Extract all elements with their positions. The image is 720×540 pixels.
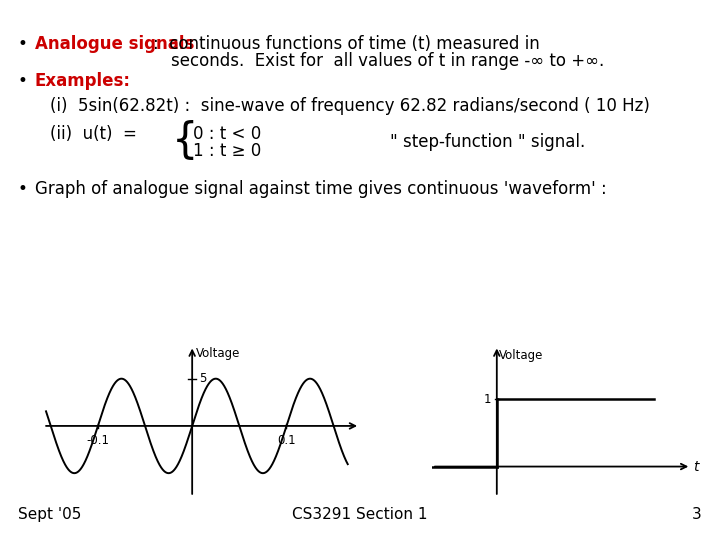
Text: 1 : t ≥ 0: 1 : t ≥ 0 [193,142,261,160]
Text: •: • [18,72,28,90]
Text: -0.1: -0.1 [86,434,109,448]
Text: seconds.  Exist for  all values of t in range -∞ to +∞.: seconds. Exist for all values of t in ra… [171,52,604,70]
Text: 0 : t < 0: 0 : t < 0 [193,125,261,143]
Text: Sept '05: Sept '05 [18,507,81,522]
Text: " step-function " signal.: " step-function " signal. [390,133,585,151]
Text: •: • [18,180,28,198]
Text: {: { [172,120,199,162]
Text: 1: 1 [484,393,491,406]
Text: Voltage: Voltage [196,348,240,361]
Text: Analogue signals: Analogue signals [35,35,194,53]
Text: t: t [693,460,698,474]
Text: •: • [18,35,28,53]
Text: :  continuous functions of time (t) measured in: : continuous functions of time (t) measu… [153,35,540,53]
Text: Graph of analogue signal against time gives continuous 'waveform' :: Graph of analogue signal against time gi… [35,180,607,198]
Text: Examples:: Examples: [35,72,131,90]
Text: (i)  5sin(62.82t) :  sine-wave of frequency 62.82 radians/second ( 10 Hz): (i) 5sin(62.82t) : sine-wave of frequenc… [50,97,650,115]
Text: 0.1: 0.1 [277,434,296,448]
Text: (ii)  u(t)  =: (ii) u(t) = [50,125,137,143]
Text: Voltage: Voltage [499,349,543,362]
Text: CS3291 Section 1: CS3291 Section 1 [292,507,428,522]
Text: 5: 5 [199,372,206,385]
Text: 3: 3 [692,507,702,522]
